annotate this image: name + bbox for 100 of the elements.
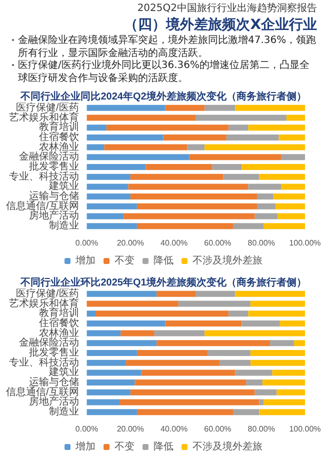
bar <box>259 174 305 180</box>
bar <box>235 104 305 111</box>
text: 金融保险业在跨境领域异军突起，境外差旅同比激增47.36%，领跑所有行业，显示国际金融活动的高度活跃。 <box>17 35 317 60</box>
bar <box>165 320 242 326</box>
bar <box>86 104 166 111</box>
bar <box>228 310 248 317</box>
bar <box>96 310 229 317</box>
bar <box>204 104 236 111</box>
bar <box>86 360 126 366</box>
bar <box>278 213 305 220</box>
y-tick-label: 制造业 <box>48 406 79 418</box>
bar <box>146 164 212 170</box>
legend-label: 不涉及境外差旅 <box>192 254 262 266</box>
bar <box>256 194 274 200</box>
bar <box>86 174 130 180</box>
bar <box>264 399 305 406</box>
legend-label: 降低 <box>154 440 174 452</box>
bar <box>228 124 248 131</box>
bar <box>86 370 142 376</box>
bar <box>242 164 305 170</box>
bar <box>270 340 294 346</box>
bar <box>196 290 236 297</box>
y-tick-label: 医疗保健/医药 <box>16 287 79 300</box>
legend-label: 增加 <box>74 254 96 266</box>
bar <box>276 389 305 396</box>
bar <box>276 203 305 210</box>
bar <box>235 290 305 297</box>
bar <box>86 203 137 210</box>
bar <box>104 144 188 150</box>
bar <box>141 370 236 376</box>
bar <box>248 310 305 317</box>
bar <box>294 340 305 346</box>
legend-label: 增加 <box>74 440 96 452</box>
bar <box>280 320 305 326</box>
bar <box>86 184 128 190</box>
bar <box>86 350 137 356</box>
bar <box>259 399 264 406</box>
bar <box>204 144 305 150</box>
bar <box>156 290 196 297</box>
legend-label: 不涉及境外差旅 <box>192 440 262 452</box>
x-tick-label: 80.00% <box>248 424 275 434</box>
bar <box>246 380 262 386</box>
bar <box>136 203 257 210</box>
bar <box>256 203 276 210</box>
bar <box>248 124 305 131</box>
bar <box>156 340 270 346</box>
text: （四）境外差旅频次X企业行业 <box>123 16 317 34</box>
bar <box>86 114 196 121</box>
x-tick-label: 60.00% <box>204 424 232 434</box>
text: 医疗保健/医药行业境外同比更以36.36%的增速位居第二，凸显全球医疗研发合作与设备采购的活跃度。 <box>17 60 310 85</box>
y-tick-label: 艺术娱乐和体育 <box>8 111 79 124</box>
x-tick-label: 20.00% <box>116 238 144 248</box>
bar <box>165 104 205 111</box>
bar <box>220 360 250 366</box>
bar <box>273 194 305 200</box>
bar <box>212 164 242 170</box>
bar <box>254 389 277 396</box>
bar <box>248 184 281 190</box>
bar <box>120 399 260 406</box>
bar <box>136 223 233 230</box>
bar <box>86 399 120 406</box>
bar <box>235 370 272 376</box>
y-tick-label: 制造业 <box>48 220 79 232</box>
y-tick-label: 批发零售业 <box>28 160 79 172</box>
bar <box>278 134 305 140</box>
bar <box>262 380 305 386</box>
bar <box>128 184 248 190</box>
y-tick-label: 专业、科技活动 <box>8 170 79 182</box>
y-tick-label: 农林渔业 <box>38 140 79 153</box>
bar <box>86 154 190 160</box>
y-tick-label: 专业、科技活动 <box>8 356 79 368</box>
bar <box>204 330 305 336</box>
chart-title: 不同行业企业环比2025年Q1境外差旅频次变化（商务旅行者侧） <box>20 276 306 288</box>
x-tick-label: 60.00% <box>204 238 232 248</box>
bar <box>272 370 305 376</box>
bar <box>126 360 220 366</box>
x-tick-label: 40.00% <box>160 424 188 434</box>
bar <box>154 330 205 336</box>
bar <box>86 124 106 131</box>
bar <box>196 114 286 121</box>
bar <box>187 144 205 150</box>
x-tick-label: 100.00% <box>289 424 321 434</box>
y-tick-label: 艺术娱乐和体育 <box>8 297 79 310</box>
x-tick-label: 100.00% <box>289 238 321 248</box>
bar <box>250 300 305 307</box>
bar <box>226 134 279 140</box>
bar <box>86 290 157 297</box>
bar <box>280 184 305 190</box>
bar <box>189 154 281 160</box>
bar <box>136 350 208 356</box>
bar <box>259 409 305 416</box>
x-tick-label: 80.00% <box>248 238 275 248</box>
bar <box>86 300 178 307</box>
bar <box>232 409 260 416</box>
bar <box>86 134 164 140</box>
bar <box>86 330 121 336</box>
bar <box>86 194 130 200</box>
bar <box>286 114 305 121</box>
bar <box>264 223 305 230</box>
x-tick-label: 40.00% <box>160 238 188 248</box>
